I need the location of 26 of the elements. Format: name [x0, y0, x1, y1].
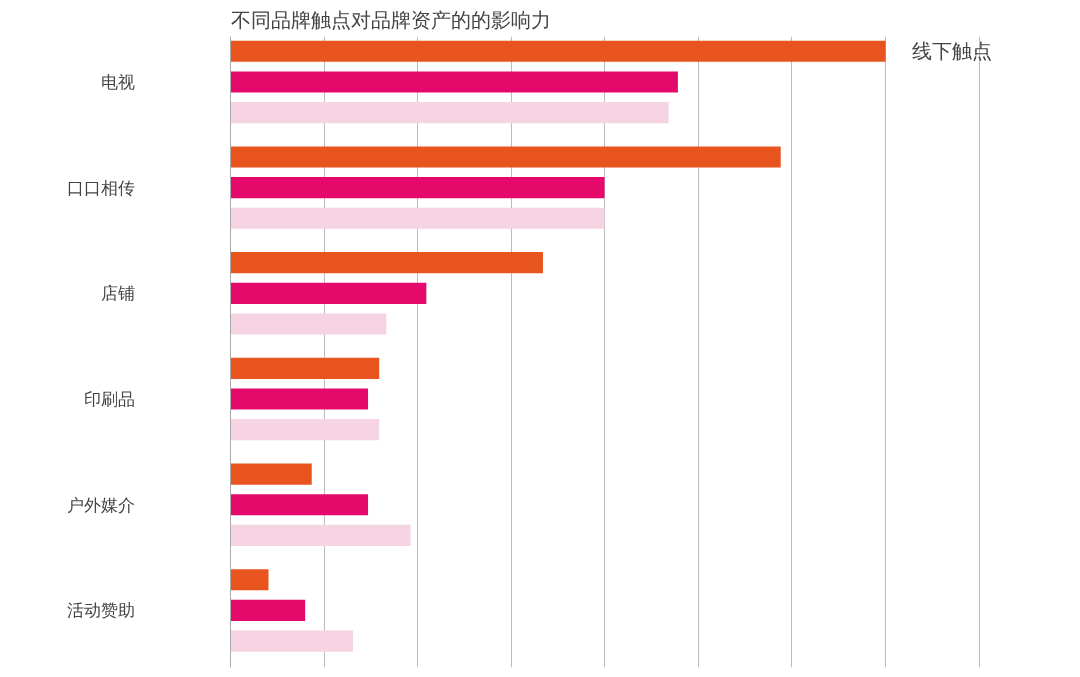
- bar: [230, 494, 369, 516]
- bar: [230, 357, 380, 379]
- bar: [230, 630, 353, 652]
- bar: [230, 282, 427, 304]
- text: 线下触点: [911, 39, 992, 64]
- bar: [230, 524, 411, 546]
- y-tick-label: 印刷品: [83, 389, 135, 410]
- bar: [230, 463, 312, 485]
- chart-title: 不同品牌触点对品牌资产的的影响力: [230, 7, 551, 32]
- y-tick-label: 口口相传: [66, 177, 135, 198]
- y-tick-label: 店铺: [100, 283, 135, 304]
- bar: [230, 388, 369, 410]
- bar: [230, 569, 269, 591]
- bar: [230, 146, 781, 168]
- bar: [230, 252, 543, 274]
- bar: [230, 419, 380, 441]
- bar: [230, 102, 669, 124]
- bar: [230, 207, 605, 229]
- y-tick-label: 活动赞助: [66, 600, 135, 621]
- bar: [230, 599, 306, 621]
- bar: [230, 71, 678, 93]
- bar: [230, 177, 605, 199]
- bar: [230, 40, 886, 62]
- bar: [230, 313, 387, 335]
- y-tick-label: 电视: [100, 71, 135, 92]
- y-tick-label: 户外媒介: [66, 494, 135, 515]
